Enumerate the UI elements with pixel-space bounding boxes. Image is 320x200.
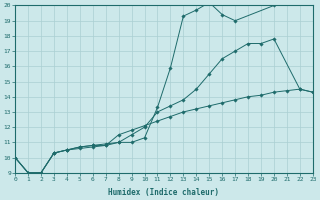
X-axis label: Humidex (Indice chaleur): Humidex (Indice chaleur): [108, 188, 220, 197]
